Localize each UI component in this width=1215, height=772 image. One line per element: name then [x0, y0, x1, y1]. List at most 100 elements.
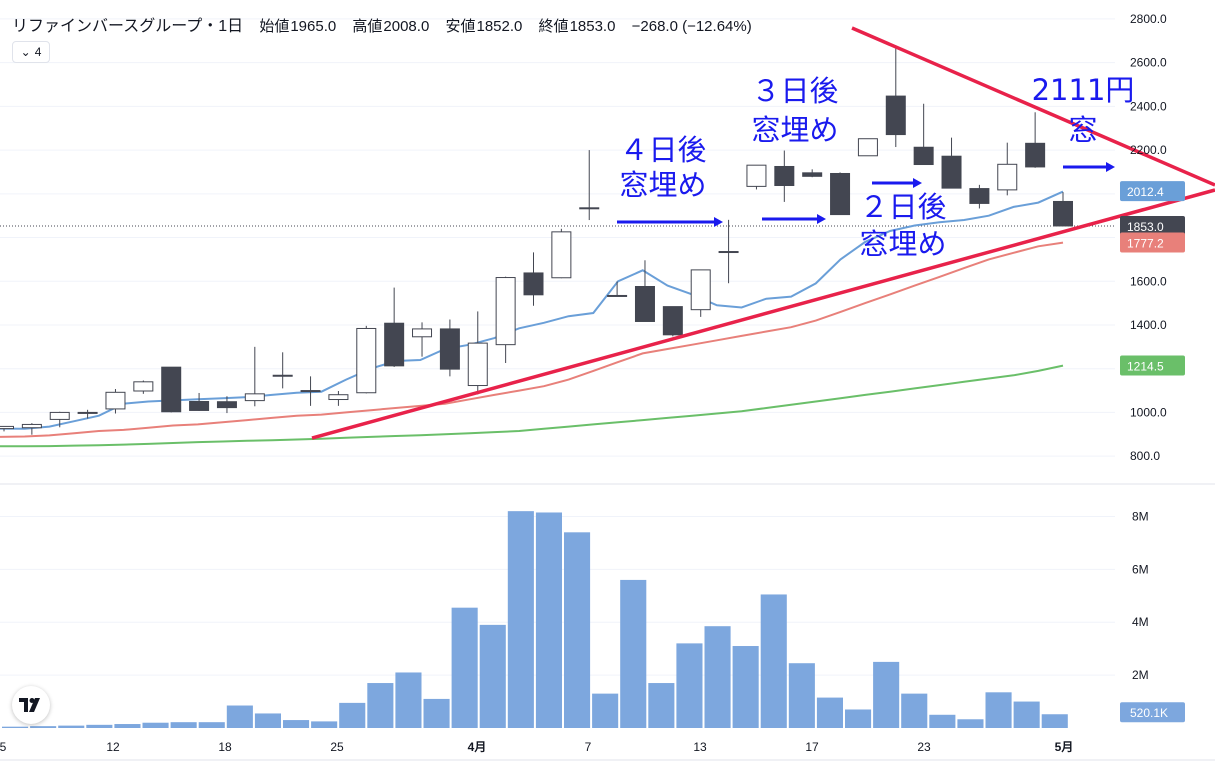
price-axis-badge-label: 1777.2 [1127, 237, 1164, 251]
indicators-collapse-button[interactable]: ⌄ 4 [12, 41, 50, 63]
volume-tick-label: 8M [1132, 509, 1149, 523]
time-tick-label: 5月 [1055, 740, 1074, 754]
volume-bar [704, 626, 731, 728]
candle-body [0, 425, 14, 430]
volume-bar [479, 624, 506, 728]
volume-bar [760, 594, 787, 728]
volume-bar [929, 714, 956, 728]
candle-body [774, 165, 795, 187]
candle-body [356, 327, 377, 394]
candle-body [746, 164, 767, 187]
time-tick-label: 7 [585, 740, 592, 754]
volume-bar [620, 579, 647, 728]
annotation-text: ４日後 [619, 133, 706, 167]
close-value: 1853.0 [569, 18, 616, 35]
candle-body [412, 328, 433, 338]
price-tick-label: 2600.0 [1130, 56, 1167, 70]
volume-bar [957, 719, 984, 728]
candle-body [551, 231, 572, 279]
candle-body [21, 423, 42, 429]
annotation-arrow-head [817, 214, 826, 224]
upper-trendline [851, 26, 1215, 187]
volume-bar [1013, 701, 1040, 728]
volume-bar [985, 692, 1012, 728]
candle-body [439, 328, 460, 370]
volume-bar [592, 693, 619, 728]
volume-bar [367, 683, 394, 728]
volume-bar [507, 511, 534, 728]
volume-bar [732, 646, 759, 728]
time-tick-label: 18 [218, 740, 232, 754]
legend-header: リファインバースグループ・1日 始値1965.0 高値2008.0 安値1852… [12, 12, 752, 36]
price-axis-badge-label: 1853.0 [1127, 220, 1164, 234]
high-label: 高値 [352, 18, 383, 35]
high-value: 2008.0 [383, 18, 430, 35]
volume-bar [114, 724, 141, 728]
candle-body [523, 272, 544, 296]
price-axis-badge [1120, 355, 1185, 376]
volume-bar [395, 672, 422, 728]
annotation-text: 窓 [1068, 113, 1097, 147]
candle-body [272, 374, 293, 377]
candle-body [997, 163, 1018, 191]
volume-axis-badge-label: 520.1K [1130, 706, 1168, 720]
price-axis-badge-label: 1214.5 [1127, 360, 1164, 374]
candle-body [913, 146, 934, 166]
candle-body [885, 95, 906, 136]
volume-bar [283, 720, 310, 728]
candle-body [495, 277, 516, 346]
price-axis-badge [1120, 215, 1185, 236]
volume-bar [311, 721, 338, 728]
volume-bar [788, 663, 815, 728]
candle-body [662, 306, 683, 336]
annotation-arrow-head [714, 217, 723, 227]
volume-tick-label: 2M [1132, 668, 1149, 682]
volume-bar [170, 722, 197, 728]
symbol-title[interactable]: リファインバースグループ・1日 [12, 18, 244, 35]
candle-body [133, 381, 154, 392]
tradingview-logo-icon[interactable] [12, 686, 50, 724]
price-tick-label: 1400.0 [1130, 318, 1167, 332]
time-tick-label: 25 [330, 740, 344, 754]
annotation-arrow-head [913, 178, 922, 188]
volume-bar [816, 697, 843, 728]
candle-body [467, 342, 488, 387]
volume-pane [2, 511, 1068, 728]
chevron-down-icon: ⌄ [20, 45, 31, 59]
open-value: 1965.0 [290, 18, 337, 35]
volume-bar [423, 698, 450, 728]
annotation-text: ３日後 [751, 74, 838, 108]
candle-body [77, 411, 98, 414]
volume-bar [451, 607, 478, 728]
price-tick-label: 1600.0 [1130, 274, 1167, 288]
time-tick-label: 4月 [468, 740, 487, 754]
volume-bar [901, 693, 928, 728]
volume-bar [648, 683, 675, 728]
candle-body [690, 269, 711, 311]
price-tick-label: 800.0 [1130, 449, 1160, 463]
volume-axis-badge [1120, 702, 1185, 723]
annotation-text: 窓埋め [619, 168, 706, 202]
candle-body [941, 155, 962, 189]
time-tick-label: 13 [693, 740, 707, 754]
gridlines [0, 18, 1215, 761]
price-axis-badge [1120, 181, 1185, 202]
price-axis-badge-label: 2012.4 [1127, 185, 1164, 199]
open-label: 始値 [259, 18, 290, 35]
candle-body [244, 393, 265, 402]
volume-bar [1041, 714, 1068, 728]
lower-trendline [311, 188, 1215, 440]
candle-body [49, 411, 70, 420]
volume-bar [564, 532, 591, 728]
volume-tick-label: 4M [1132, 615, 1149, 629]
volume-bar [86, 724, 113, 728]
annotation-text: 窓埋め [859, 227, 946, 261]
volume-bar [676, 643, 703, 728]
candle-body [1025, 142, 1046, 168]
annotation-text: 2111円 [1032, 73, 1135, 107]
candle-body [579, 207, 600, 210]
candle-body [216, 401, 237, 409]
time-tick-label: 12 [106, 740, 120, 754]
